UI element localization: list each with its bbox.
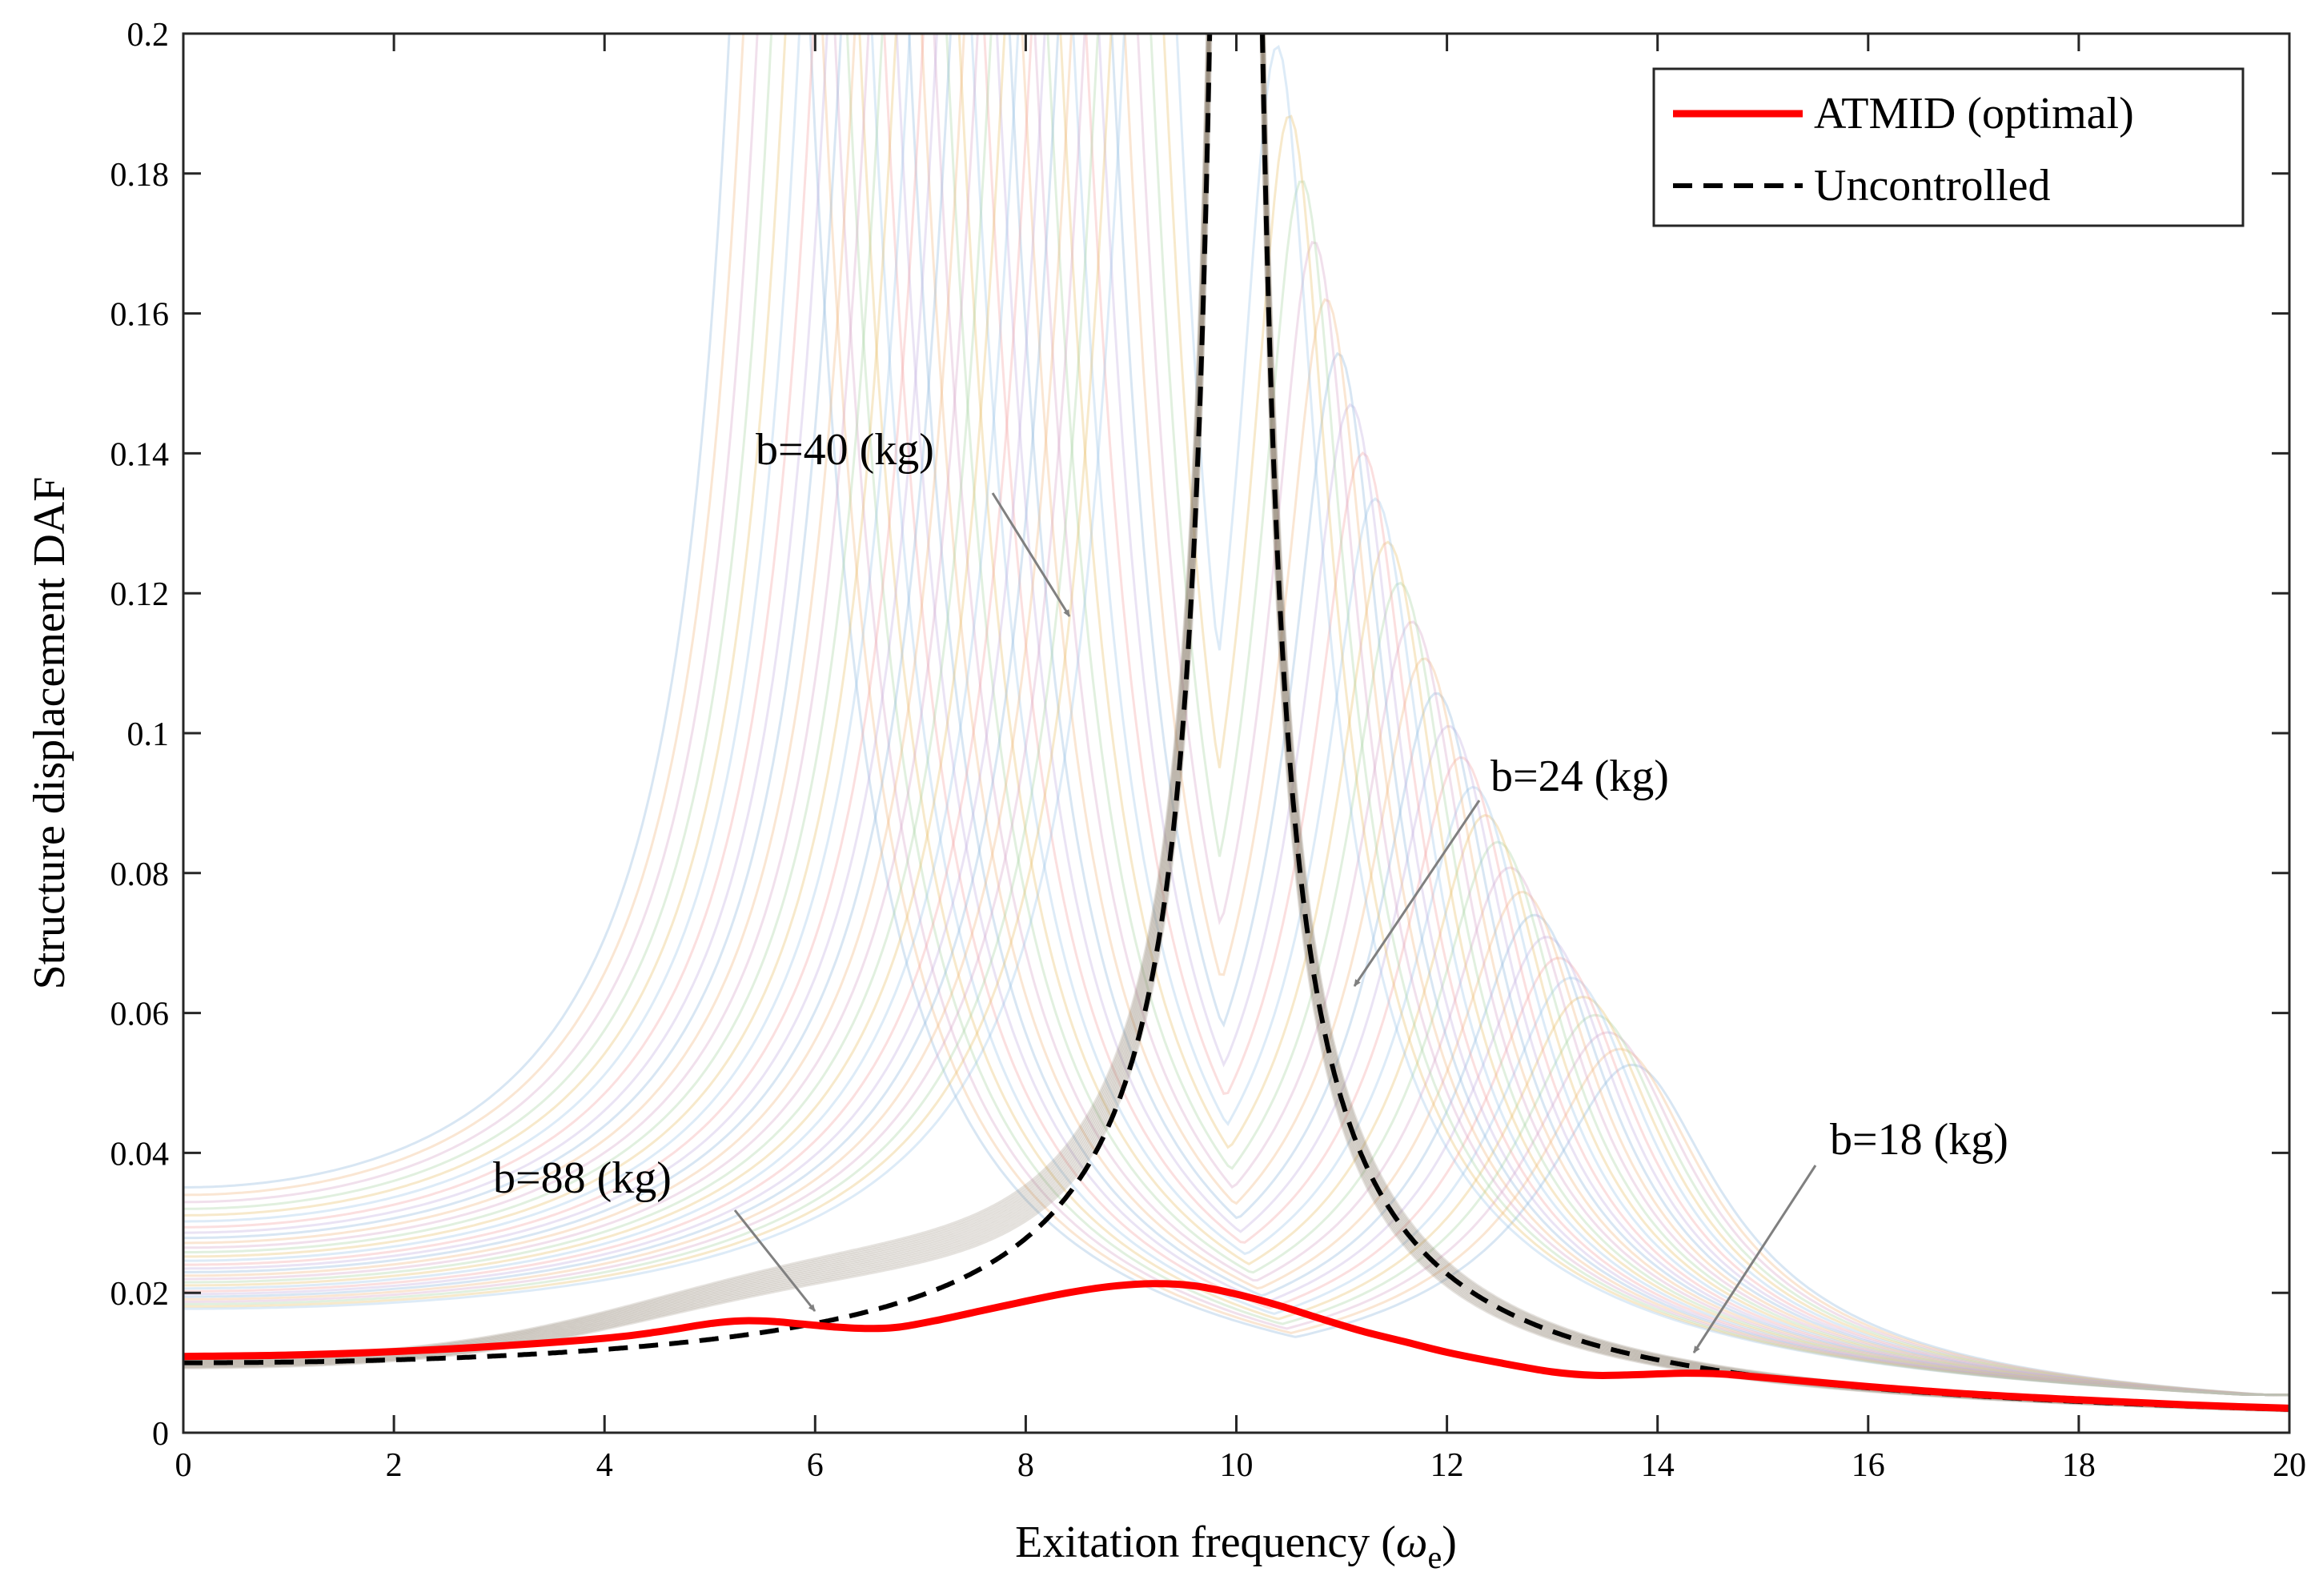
- family-curve: [183, 34, 2289, 1397]
- family-curve: [183, 34, 2289, 1397]
- series-uncontrolled-left: [183, 34, 1213, 1365]
- legend-label-uncontrolled: Uncontrolled: [1814, 161, 2050, 211]
- annotation-b18: b=18 (kg): [1830, 1115, 2008, 1165]
- y-tick-label: 0.2: [127, 17, 170, 54]
- family-curve: [183, 34, 2289, 1397]
- y-tick-label: 0.06: [110, 996, 170, 1033]
- family-curve: [183, 34, 2289, 1397]
- family-curve: [183, 34, 2289, 1397]
- family-curve: [183, 34, 2289, 1397]
- family-curve: [183, 34, 2289, 1397]
- family-curve: [183, 34, 2289, 1397]
- y-tick-label: 0.1: [127, 716, 170, 753]
- family-curve: [183, 34, 2289, 1397]
- family-curve: [183, 34, 2289, 1397]
- series-layer: [183, 34, 2289, 1412]
- annotation-arrow-b40: [991, 492, 1071, 617]
- annotation-b88: b=88 (kg): [493, 1153, 672, 1203]
- family-curve: [183, 34, 2289, 1397]
- legend-box: [1652, 67, 2245, 227]
- y-tick-label: 0: [152, 1416, 169, 1453]
- family-curve: [183, 34, 2289, 1397]
- x-tick-label: 12: [1430, 1447, 1464, 1484]
- legend-label-atmid: ATMID (optimal): [1814, 89, 2134, 138]
- family-curve: [183, 34, 2289, 1397]
- y-tick-label: 0.14: [110, 436, 170, 473]
- family-curve: [183, 34, 2289, 1397]
- annotation-arrow-b24: [1353, 800, 1481, 987]
- x-axis-subscript: e: [1427, 1539, 1442, 1575]
- x-tick-label: 18: [2062, 1447, 2096, 1484]
- family-curve: [183, 34, 2289, 1397]
- y-axis-label: Structure displacement DAF: [25, 477, 74, 990]
- annotation-b24: b=24 (kg): [1490, 752, 1669, 801]
- family-curve: [183, 34, 2289, 1397]
- annotation-b40: b=40 (kg): [756, 425, 934, 475]
- x-axis-symbol: ω: [1396, 1518, 1428, 1567]
- family-curve: [183, 34, 2289, 1397]
- family-curve: [183, 34, 2289, 1397]
- x-tick-label: 8: [1017, 1447, 1034, 1484]
- plot-frame: [182, 32, 2291, 1434]
- x-tick-label: 0: [175, 1447, 192, 1484]
- family-curve: [183, 34, 2289, 1397]
- x-tick-label: 6: [807, 1447, 824, 1484]
- axis-ticks: 0 2 4 6 8 10 12 14 16 18 20 0 0.02 0.04 0.06 0.08 0.1 0.1…: [110, 17, 2307, 1484]
- x-tick-label: 16: [1852, 1447, 1885, 1484]
- family-curve: [183, 34, 2289, 1397]
- annotation-arrow-b88: [733, 1209, 816, 1312]
- family-curve: [183, 34, 2289, 1397]
- family-curve: [183, 34, 2289, 1397]
- y-tick-label: 0.16: [110, 297, 170, 334]
- x-tick-label: 2: [386, 1447, 403, 1484]
- y-tick-label: 0.08: [110, 856, 170, 893]
- family-curve: [183, 34, 2289, 1397]
- x-tick-label: 14: [1641, 1447, 1675, 1484]
- x-tick-label: 4: [596, 1447, 613, 1484]
- x-tick-label: 10: [1220, 1447, 1254, 1484]
- family-curve: [183, 34, 2289, 1397]
- x-axis-close: ): [1442, 1518, 1457, 1567]
- family-curve: [183, 34, 2289, 1397]
- x-tick-label: 20: [2273, 1447, 2306, 1484]
- series-atmid-optimal: [183, 1280, 2289, 1412]
- family-curve: [183, 34, 2289, 1397]
- legend: ATMID (optimal) Uncontrolled: [1652, 67, 2245, 227]
- y-tick-label: 0.18: [110, 157, 170, 194]
- family-curve: [183, 34, 2289, 1397]
- annotation-arrow-b18: [1692, 1165, 1817, 1353]
- y-tick-label: 0.12: [110, 576, 170, 613]
- x-axis-label: Exitation frequency (ωe): [1015, 1518, 1457, 1575]
- family-curve: [183, 34, 2289, 1397]
- family-curve: [183, 34, 2289, 1397]
- y-tick-label: 0.02: [110, 1276, 170, 1313]
- plot-area: [183, 34, 2289, 1433]
- annotations: b=40 (kg) b=24 (kg) b=88 (kg) b=18 (kg): [493, 425, 2008, 1353]
- y-tick-label: 0.04: [110, 1136, 170, 1173]
